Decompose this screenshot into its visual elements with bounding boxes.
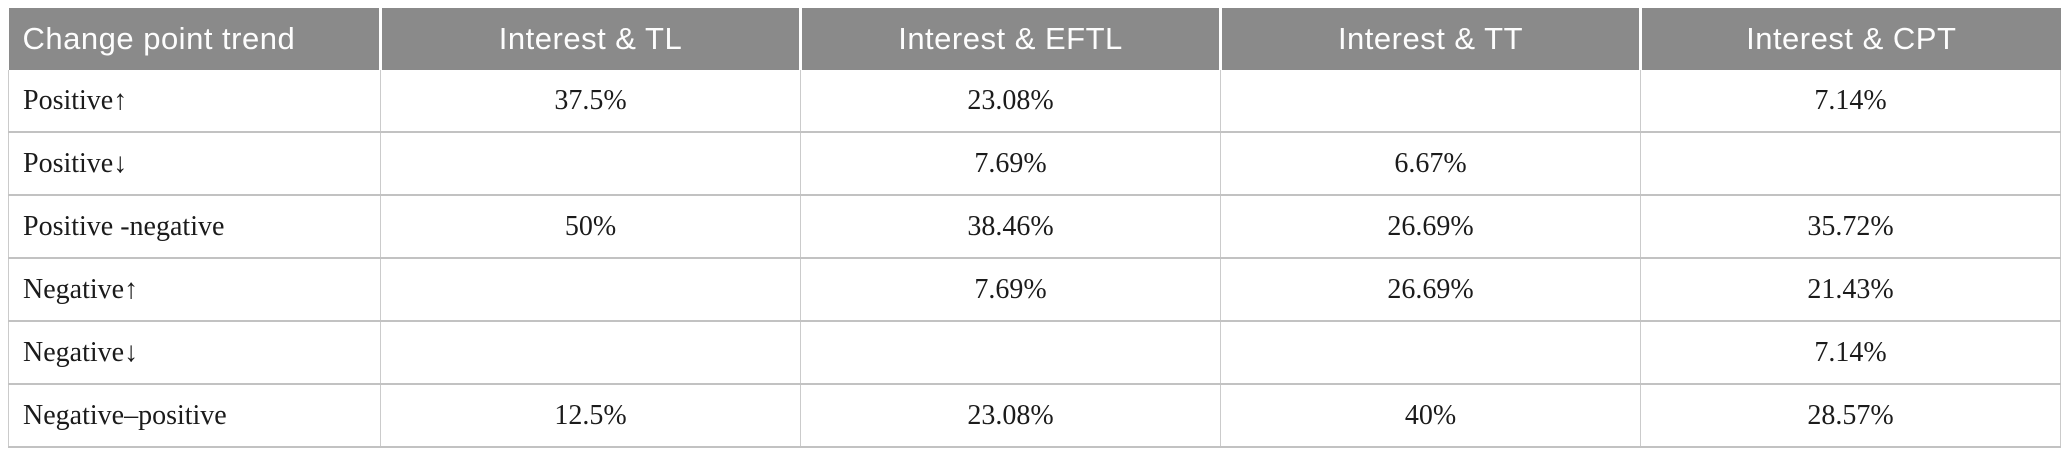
cell-value: 7.14% bbox=[1640, 70, 2061, 133]
row-label: Negative↓ bbox=[8, 321, 381, 385]
cell-value: 12.5% bbox=[380, 384, 801, 448]
column-header-interest-cpt: Interest & CPT bbox=[1640, 8, 2061, 70]
table-row: Negative–positive 12.5% 23.08% 40% 28.57… bbox=[8, 384, 2061, 448]
cell-value: 21.43% bbox=[1640, 258, 2061, 322]
row-label: Positive -negative bbox=[8, 195, 381, 259]
table-row: Negative↓ 7.14% bbox=[8, 321, 2061, 385]
cell-value bbox=[1220, 321, 1641, 385]
row-label: Negative–positive bbox=[8, 384, 381, 448]
table-row: Negative↑ 7.69% 26.69% 21.43% bbox=[8, 258, 2061, 322]
table-header-row: Change point trend Interest & TL Interes… bbox=[8, 8, 2061, 70]
cell-value bbox=[380, 258, 801, 322]
column-header-interest-tl: Interest & TL bbox=[380, 8, 802, 70]
cell-value: 26.69% bbox=[1220, 195, 1641, 259]
cell-value bbox=[380, 132, 801, 196]
cell-value: 23.08% bbox=[800, 384, 1221, 448]
cell-value bbox=[1220, 70, 1641, 133]
cell-value: 7.69% bbox=[800, 258, 1221, 322]
cell-value bbox=[800, 321, 1221, 385]
column-header-interest-eftl: Interest & EFTL bbox=[800, 8, 1222, 70]
cell-value: 40% bbox=[1220, 384, 1641, 448]
cell-value: 35.72% bbox=[1640, 195, 2061, 259]
row-label: Negative↑ bbox=[8, 258, 381, 322]
row-label: Positive↑ bbox=[8, 70, 381, 133]
table-row: Positive↓ 7.69% 6.67% bbox=[8, 132, 2061, 196]
row-label: Positive↓ bbox=[8, 132, 381, 196]
cell-value bbox=[380, 321, 801, 385]
table-row: Positive↑ 37.5% 23.08% 7.14% bbox=[8, 70, 2061, 133]
cell-value: 50% bbox=[380, 195, 801, 259]
cell-value: 26.69% bbox=[1220, 258, 1641, 322]
table-row: Positive -negative 50% 38.46% 26.69% 35.… bbox=[8, 195, 2061, 259]
cell-value: 28.57% bbox=[1640, 384, 2061, 448]
column-header-change-point-trend: Change point trend bbox=[8, 8, 382, 70]
cell-value: 6.67% bbox=[1220, 132, 1641, 196]
cell-value: 7.14% bbox=[1640, 321, 2061, 385]
cell-value: 23.08% bbox=[800, 70, 1221, 133]
cell-value: 38.46% bbox=[800, 195, 1221, 259]
column-header-interest-tt: Interest & TT bbox=[1220, 8, 1642, 70]
cell-value bbox=[1640, 132, 2061, 196]
cell-value: 7.69% bbox=[800, 132, 1221, 196]
change-point-trend-table: Change point trend Interest & TL Interes… bbox=[8, 8, 2061, 448]
cell-value: 37.5% bbox=[380, 70, 801, 133]
